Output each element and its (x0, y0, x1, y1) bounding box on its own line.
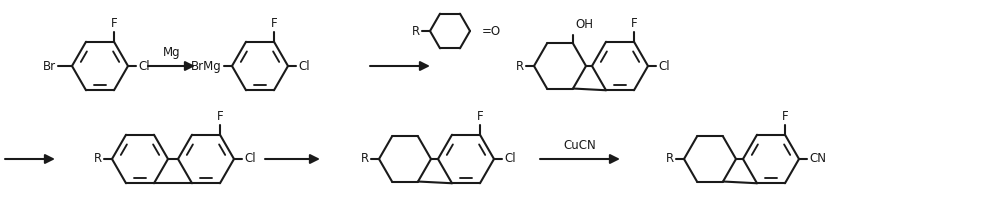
Text: Cl: Cl (244, 153, 256, 165)
Text: =O: =O (482, 24, 501, 37)
Text: R: R (361, 153, 369, 165)
Text: Cl: Cl (298, 59, 310, 73)
Text: F: F (631, 17, 637, 30)
Text: Cl: Cl (138, 59, 150, 73)
Text: F: F (271, 17, 277, 30)
Text: F: F (111, 17, 117, 30)
Text: CuCN: CuCN (564, 139, 596, 152)
Text: R: R (666, 153, 674, 165)
Text: R: R (412, 24, 420, 37)
Text: R: R (516, 59, 524, 73)
Text: Br: Br (43, 59, 56, 73)
Text: Mg: Mg (163, 46, 180, 59)
Text: Cl: Cl (504, 153, 516, 165)
Text: F: F (477, 110, 483, 123)
Text: BrMg: BrMg (191, 59, 222, 73)
Text: OH: OH (575, 18, 593, 31)
Text: F: F (217, 110, 223, 123)
Text: R: R (94, 153, 102, 165)
Text: CN: CN (809, 153, 826, 165)
Text: F: F (782, 110, 788, 123)
Text: Cl: Cl (658, 59, 670, 73)
